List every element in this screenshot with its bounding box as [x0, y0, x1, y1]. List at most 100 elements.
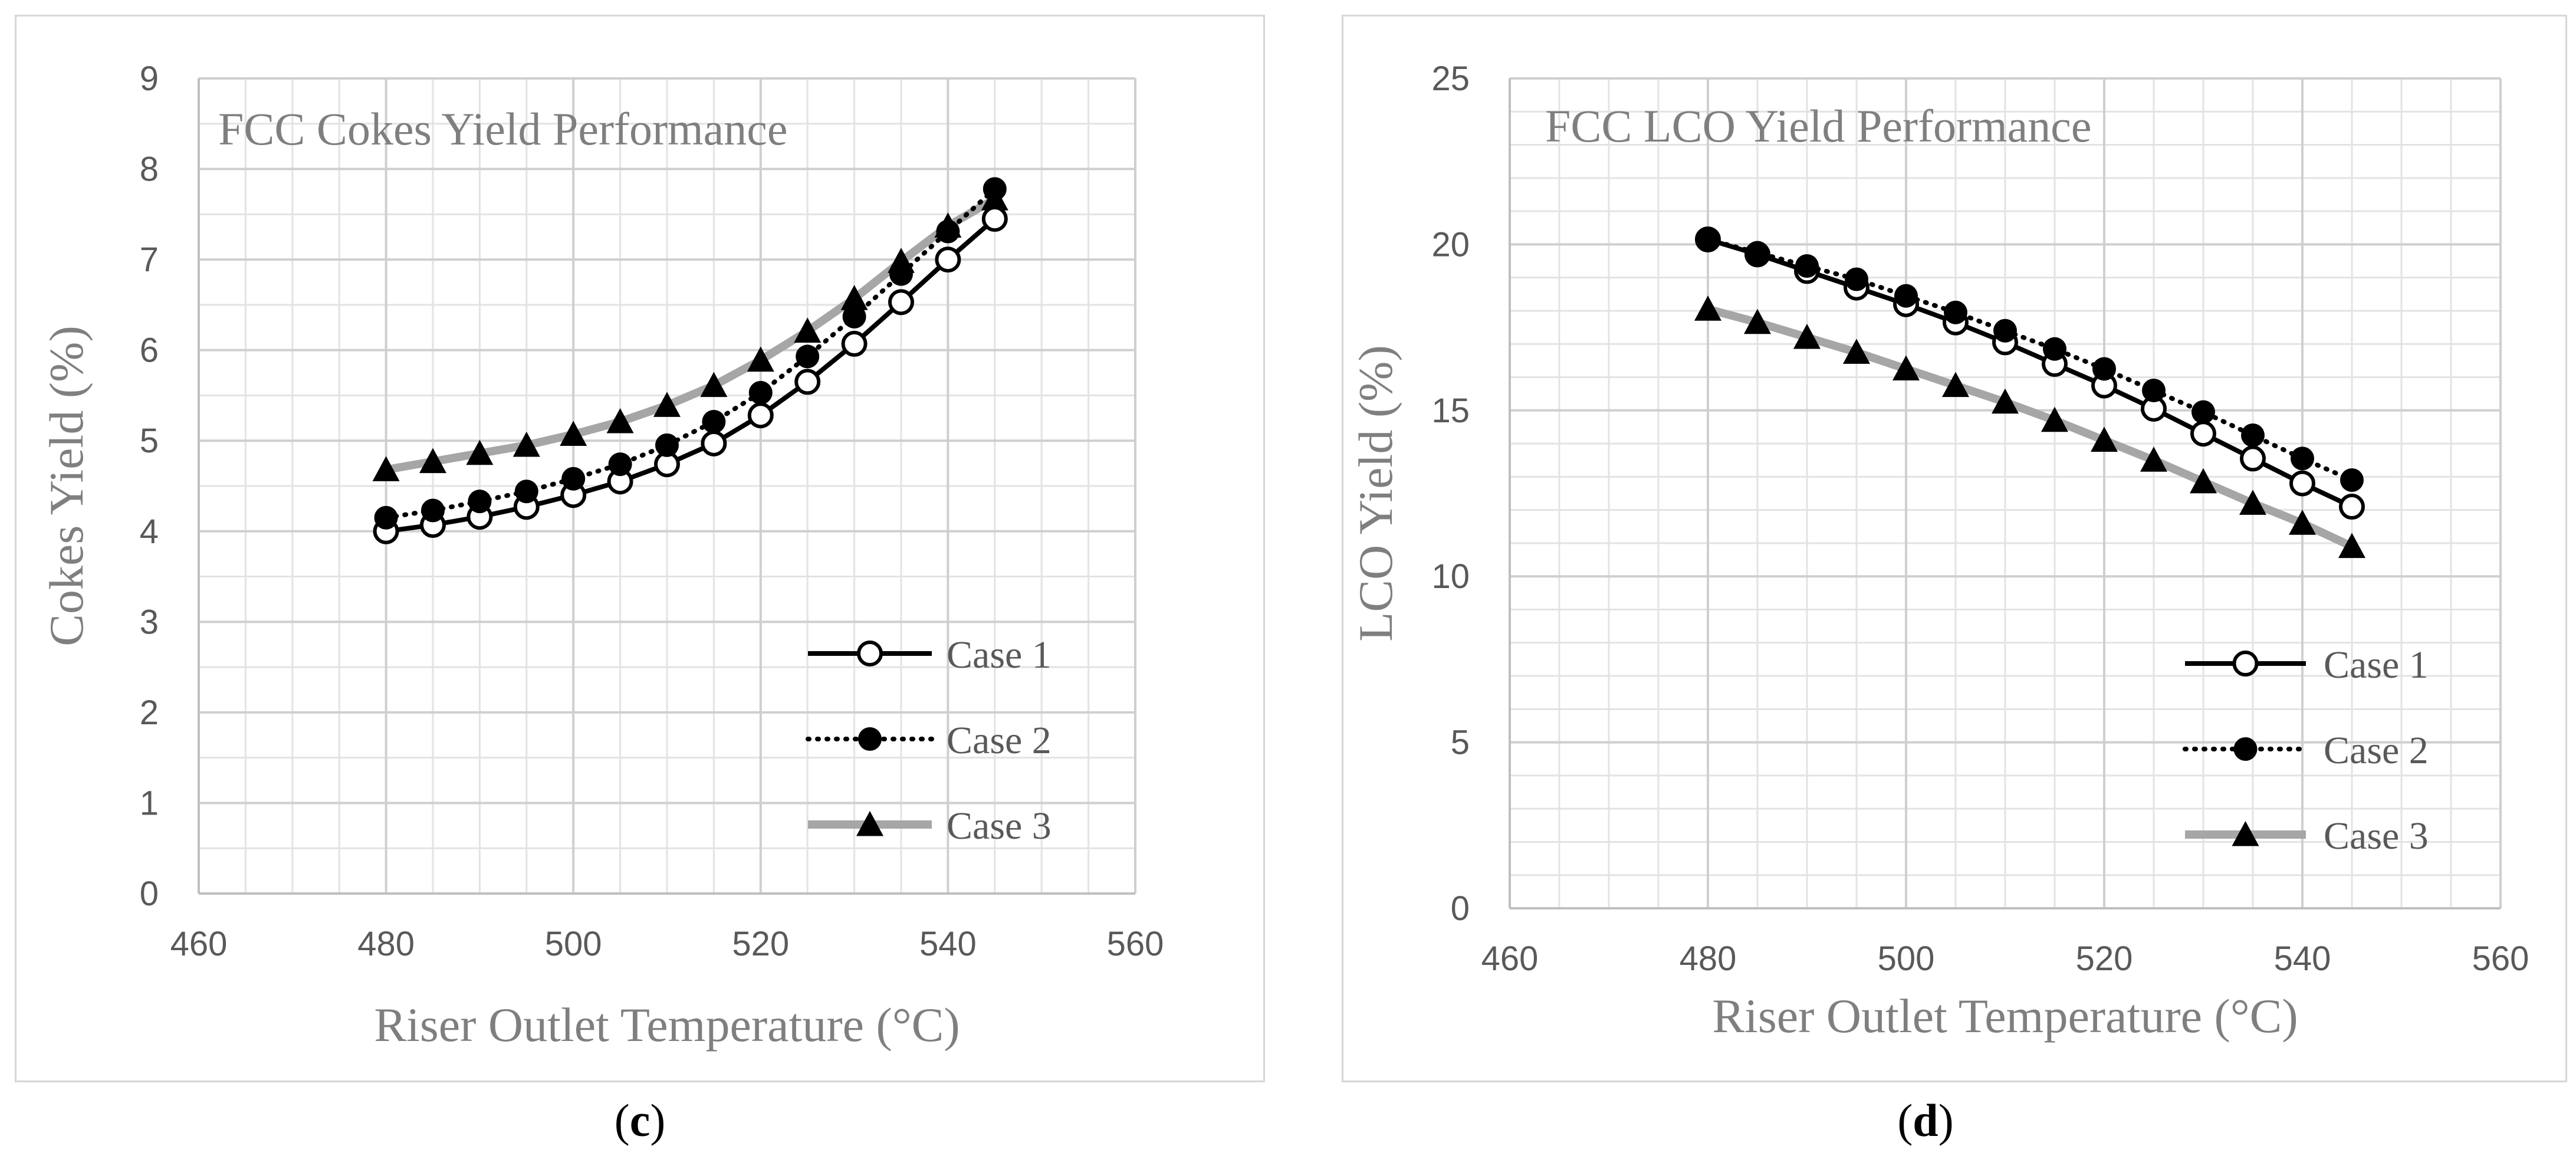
legend-marker	[856, 811, 883, 836]
y-tick-label: 2	[140, 694, 159, 732]
legend-marker	[857, 641, 883, 666]
y-tick-label: 10	[1431, 557, 1470, 596]
x-tick-label: 520	[732, 925, 789, 963]
legend-marker	[858, 727, 882, 751]
data-point	[2092, 357, 2116, 381]
y-tick-label: 4	[140, 513, 159, 551]
data-point	[2241, 423, 2265, 448]
data-point	[1845, 267, 1868, 291]
data-point	[2142, 379, 2166, 403]
y-tick-label: 5	[140, 422, 159, 460]
legend-item: Case 2	[2183, 729, 2429, 772]
data-point	[1795, 254, 1819, 278]
data-point	[2239, 490, 2266, 515]
x-tick-label: 500	[1878, 940, 1935, 978]
data-point	[2140, 446, 2167, 472]
data-point	[2339, 494, 2365, 520]
legend-item: Case 2	[806, 719, 1052, 762]
data-point	[840, 285, 868, 310]
y-tick-label: 0	[1451, 889, 1470, 928]
y-tick-label: 20	[1431, 225, 1470, 264]
data-point	[606, 408, 634, 434]
data-point	[468, 490, 492, 514]
y-tick-label: 6	[140, 331, 159, 370]
x-axis-label: Riser Outlet Temperature (°C)	[374, 998, 960, 1052]
data-point	[1944, 300, 1967, 324]
chart-title: FCC LCO Yield Performance	[1545, 100, 2091, 152]
legend-label: Case 3	[947, 804, 1052, 848]
y-axis-label: LCO Yield (%)	[1349, 345, 1402, 642]
data-point	[1992, 388, 2019, 414]
data-point	[560, 421, 587, 446]
legend-item: Case 3	[808, 804, 1052, 848]
data-point	[372, 456, 400, 481]
y-tick-label: 5	[1451, 724, 1470, 762]
y-tick-label: 15	[1431, 392, 1470, 430]
x-tick-label: 560	[2472, 940, 2529, 978]
data-point	[842, 304, 866, 329]
chart-lco: 460 480 500 520 540 560 0 5 10 15 20 25 FCC LCO Yiel…	[1349, 60, 2529, 1043]
data-point	[889, 262, 913, 286]
legend-label: Case 1	[2324, 643, 2429, 687]
data-point	[2240, 445, 2266, 472]
data-point	[748, 380, 773, 405]
x-tick-label: 540	[919, 925, 977, 963]
data-point	[653, 392, 681, 417]
data-point	[983, 177, 1007, 201]
y-tick-label: 8	[140, 150, 159, 189]
y-tick-label: 9	[140, 60, 159, 98]
data-point	[419, 448, 446, 474]
data-point	[1744, 308, 1771, 334]
y-tick-label: 7	[140, 241, 159, 279]
data-point	[1696, 227, 1720, 251]
x-tick-label: 480	[357, 925, 415, 963]
y-tick-label: 3	[140, 603, 159, 641]
x-tick-label: 480	[1680, 940, 1737, 978]
data-point	[794, 369, 821, 395]
data-point	[2191, 400, 2215, 424]
y-tick-label: 1	[140, 784, 159, 822]
data-point	[421, 498, 445, 523]
x-tick-label: 460	[1481, 940, 1539, 978]
data-point	[1894, 284, 1918, 308]
data-point	[794, 317, 822, 343]
data-point	[1892, 355, 1920, 380]
data-point	[981, 206, 1008, 232]
data-point	[2340, 468, 2364, 492]
data-point	[2041, 406, 2068, 432]
legend-item: Case 1	[2185, 643, 2429, 687]
series-case-2	[374, 177, 1007, 530]
series-case-1	[373, 206, 1008, 544]
legend-marker	[2232, 651, 2259, 676]
data-point	[655, 433, 679, 457]
data-point	[747, 346, 774, 372]
data-point	[608, 452, 632, 477]
series-line	[383, 186, 997, 520]
chart-title: FCC Cokes Yield Performance	[218, 103, 787, 155]
data-point	[1843, 339, 1870, 364]
data-point	[2291, 446, 2314, 471]
data-point	[514, 480, 538, 504]
data-point	[1793, 323, 1821, 349]
x-tick-label: 520	[2076, 940, 2133, 978]
data-point	[796, 344, 820, 369]
panel-caption-d: (d)	[1897, 1095, 1954, 1146]
data-point	[702, 409, 726, 434]
x-tick-label: 560	[1107, 925, 1164, 963]
data-point	[1993, 318, 2017, 343]
legend: Case 1 Case 2 Case 3	[806, 633, 1052, 848]
y-tick-label: 0	[140, 875, 159, 913]
legend-label: Case 3	[2324, 815, 2429, 858]
legend-marker	[2232, 821, 2259, 846]
y-axis-label: Cokes Yield (%)	[40, 326, 93, 646]
x-tick-label: 500	[545, 925, 602, 963]
data-point	[1942, 372, 1969, 398]
legend-label: Case 1	[947, 633, 1052, 676]
data-point	[936, 219, 960, 244]
x-tick-label: 540	[2274, 940, 2331, 978]
data-point	[841, 330, 868, 357]
data-point	[2190, 468, 2217, 494]
data-point	[2289, 510, 2316, 535]
data-point	[701, 430, 727, 457]
legend-item: Case 3	[2185, 815, 2429, 858]
